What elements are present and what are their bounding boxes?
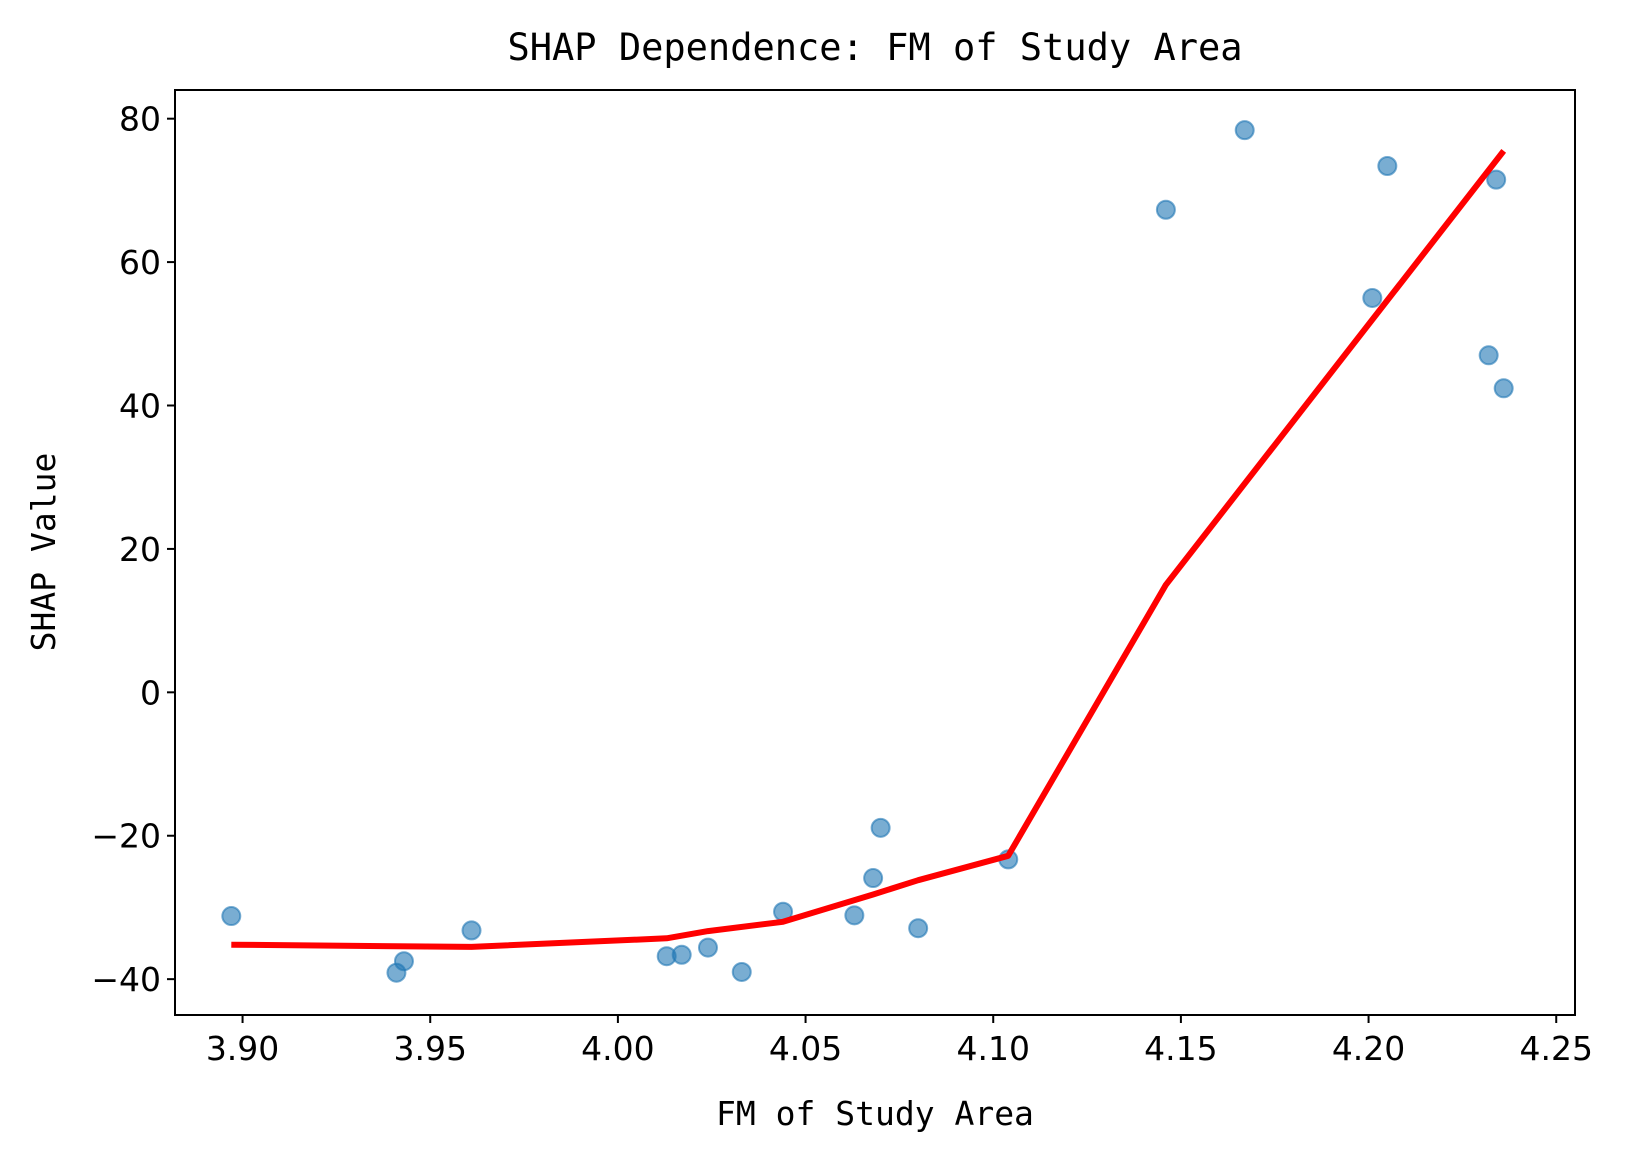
data-point	[671, 944, 692, 965]
x-tick-label: 4.25	[1519, 1029, 1592, 1068]
data-point	[870, 817, 891, 838]
y-tick-label: −20	[91, 817, 161, 856]
plot-area	[221, 120, 1514, 983]
data-point	[844, 905, 865, 926]
x-tick-label: 3.90	[206, 1029, 279, 1068]
data-point	[731, 961, 752, 982]
chart-title: SHAP Dependence: FM of Study Area	[507, 26, 1242, 69]
y-axis: −40 −20 0 20 40 60 80	[91, 100, 175, 999]
data-point	[697, 937, 718, 958]
data-point	[863, 868, 884, 889]
y-tick-label: 60	[119, 243, 161, 282]
data-point	[393, 951, 414, 972]
x-tick-label: 4.20	[1332, 1029, 1405, 1068]
data-point	[1486, 169, 1507, 190]
data-point	[461, 920, 482, 941]
y-tick-label: 40	[119, 387, 161, 426]
x-tick-label: 4.15	[1144, 1029, 1217, 1068]
data-point	[221, 906, 242, 927]
x-tick-label: 4.05	[769, 1029, 842, 1068]
data-point	[1155, 199, 1176, 220]
data-point	[1234, 120, 1255, 141]
x-tick-label: 4.10	[956, 1029, 1029, 1068]
x-tick-label: 3.95	[393, 1029, 466, 1068]
data-point	[908, 918, 929, 939]
x-tick-label: 4.00	[581, 1029, 654, 1068]
y-tick-label: 80	[119, 100, 161, 139]
y-tick-label: 20	[119, 530, 161, 569]
y-axis-label: SHAP Value	[24, 453, 63, 652]
x-axis: 3.90 3.95 4.00 4.05 4.10 4.15 4.20 4.25	[206, 1015, 1593, 1068]
data-point	[1377, 156, 1398, 177]
data-point	[1362, 287, 1383, 308]
axes-frame	[174, 89, 1576, 1016]
data-point	[1493, 378, 1514, 399]
y-tick-label: −40	[91, 960, 161, 999]
data-point	[1478, 345, 1499, 366]
trend-line	[231, 149, 1507, 950]
x-axis-label: FM of Study Area	[716, 1094, 1034, 1133]
y-tick-label: 0	[140, 673, 161, 712]
